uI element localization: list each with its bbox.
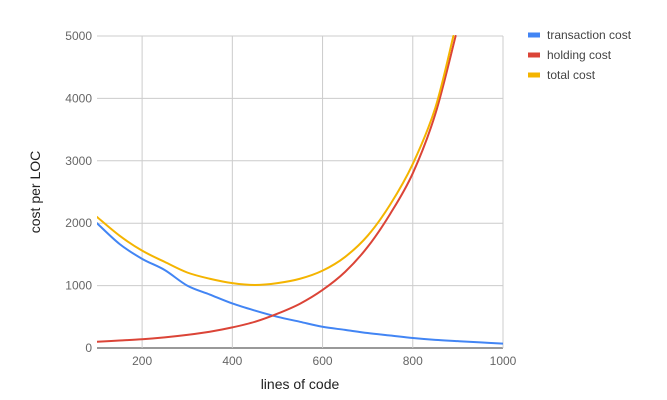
legend-swatch <box>528 72 540 78</box>
x-tick-label: 200 <box>132 354 152 368</box>
legend-swatch <box>528 32 540 38</box>
x-tick-label: 1000 <box>490 354 517 368</box>
y-tick-label: 0 <box>85 341 92 355</box>
y-tick-label: 4000 <box>65 91 92 105</box>
y-tick-label: 2000 <box>65 216 92 230</box>
legend-swatch <box>528 52 540 58</box>
y-tick-label: 5000 <box>65 29 92 43</box>
y-axis-title: cost per LOC <box>27 151 43 233</box>
x-tick-label: 600 <box>313 354 333 368</box>
legend-item-transaction-cost: transaction cost <box>528 28 632 42</box>
y-tick-label: 3000 <box>65 154 92 168</box>
x-axis-title: lines of code <box>261 376 340 392</box>
series-line-total-cost <box>97 35 455 286</box>
x-tick-label: 800 <box>403 354 423 368</box>
series-line-holding-cost <box>97 35 457 343</box>
legend-item-holding-cost: holding cost <box>528 48 612 62</box>
series-lines <box>97 35 503 345</box>
series-line-transaction-cost <box>97 222 503 345</box>
legend-label: holding cost <box>547 48 612 62</box>
legend-label: total cost <box>547 68 596 82</box>
y-axis-ticks: 0 1000 2000 3000 4000 5000 <box>65 29 92 355</box>
legend-item-total-cost: total cost <box>528 68 596 82</box>
grid <box>97 35 504 349</box>
legend-label: transaction cost <box>547 28 632 42</box>
x-tick-label: 400 <box>222 354 242 368</box>
legend: transaction cost holding cost total cost <box>528 28 632 82</box>
x-axis-ticks: 200 400 600 800 1000 <box>132 354 517 368</box>
y-tick-label: 1000 <box>65 279 92 293</box>
